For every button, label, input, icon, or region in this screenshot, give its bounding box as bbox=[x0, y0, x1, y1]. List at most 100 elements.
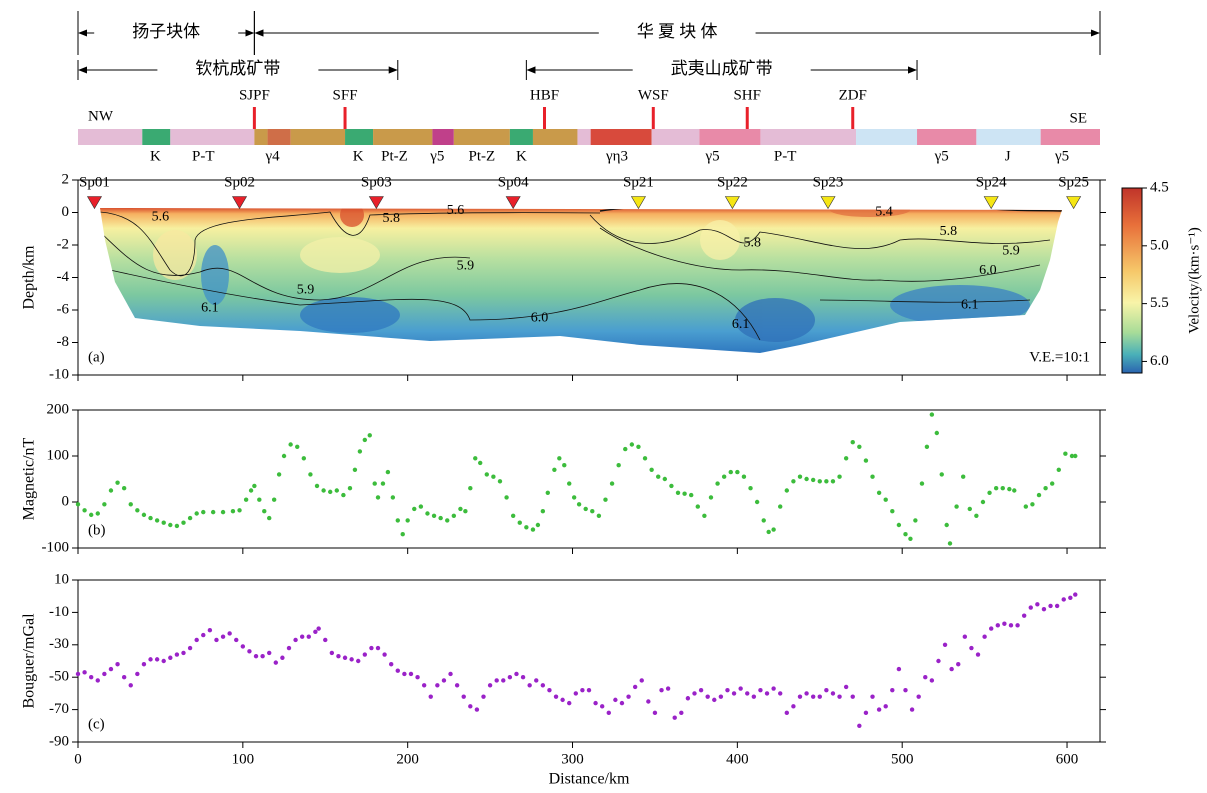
data-point bbox=[527, 683, 532, 688]
data-point bbox=[969, 645, 974, 651]
data-point bbox=[771, 527, 776, 532]
data-point bbox=[148, 657, 153, 662]
data-point bbox=[850, 440, 855, 445]
data-point bbox=[95, 678, 100, 683]
data-point bbox=[791, 704, 796, 709]
velocity-section bbox=[100, 208, 1062, 353]
data-point bbox=[1056, 467, 1061, 472]
data-point bbox=[181, 650, 186, 656]
data-point bbox=[573, 691, 579, 696]
y-axis-label: Magnetic/nT bbox=[21, 437, 38, 520]
shot-point-label: Sp21 bbox=[623, 174, 654, 190]
shot-point bbox=[232, 196, 248, 210]
data-point bbox=[934, 430, 940, 436]
data-point bbox=[562, 463, 567, 468]
data-point bbox=[576, 502, 582, 507]
unit-label: γ5 bbox=[934, 148, 949, 164]
y-tick-label: 0 bbox=[62, 204, 70, 220]
contour-label: 6.1 bbox=[201, 301, 219, 316]
data-point bbox=[745, 691, 750, 696]
data-point bbox=[662, 476, 668, 482]
data-point bbox=[375, 645, 381, 651]
shot-point bbox=[820, 196, 836, 210]
data-point bbox=[1054, 603, 1060, 609]
data-point bbox=[252, 483, 257, 489]
data-point bbox=[194, 637, 199, 643]
fault-label: SFF bbox=[333, 87, 358, 103]
unit-label: γ5 bbox=[429, 148, 444, 164]
data-point bbox=[487, 683, 493, 688]
data-point bbox=[863, 710, 869, 716]
data-point bbox=[679, 710, 684, 716]
geology-unit bbox=[917, 129, 977, 145]
data-point bbox=[507, 675, 513, 680]
data-point bbox=[148, 515, 153, 521]
data-point bbox=[1000, 486, 1005, 491]
geology-unit bbox=[345, 129, 374, 145]
data-point bbox=[636, 444, 641, 449]
geology-unit bbox=[373, 129, 433, 145]
unit-label: γη3 bbox=[605, 148, 628, 164]
data-point bbox=[702, 513, 707, 518]
data-point bbox=[240, 644, 246, 649]
data-point bbox=[987, 490, 992, 495]
data-point bbox=[557, 456, 562, 461]
data-point bbox=[461, 694, 466, 699]
data-point bbox=[675, 490, 681, 495]
data-point bbox=[824, 479, 829, 484]
contour-label: 5.9 bbox=[297, 283, 315, 298]
data-point bbox=[141, 512, 147, 518]
data-point bbox=[341, 492, 346, 498]
shot-point-label: Sp04 bbox=[498, 174, 529, 190]
data-point bbox=[942, 642, 948, 647]
data-point bbox=[705, 694, 710, 699]
data-point bbox=[95, 511, 100, 516]
data-point bbox=[308, 472, 313, 477]
data-point bbox=[535, 522, 541, 528]
data-point bbox=[481, 694, 486, 699]
unit-label: γ4 bbox=[264, 148, 280, 164]
y-tick-label: -10 bbox=[49, 604, 69, 620]
data-point bbox=[623, 446, 628, 452]
data-point bbox=[896, 666, 902, 672]
data-point bbox=[473, 456, 478, 461]
data-point bbox=[418, 504, 424, 509]
data-point bbox=[425, 511, 430, 516]
data-point bbox=[321, 488, 326, 493]
data-point bbox=[1061, 597, 1066, 602]
data-point bbox=[82, 508, 87, 513]
data-point bbox=[863, 458, 869, 463]
data-point bbox=[415, 675, 420, 680]
end-label: NW bbox=[88, 108, 114, 124]
data-point bbox=[405, 518, 410, 523]
unit-label: γ5 bbox=[1054, 148, 1069, 164]
data-point bbox=[108, 666, 114, 672]
fault-marker bbox=[542, 107, 546, 129]
data-point bbox=[665, 686, 671, 691]
data-point bbox=[560, 697, 565, 703]
fault-label: SJPF bbox=[239, 87, 270, 103]
geology-unit bbox=[651, 129, 700, 145]
data-point bbox=[168, 655, 173, 660]
x-axis-label: Distance/km bbox=[549, 771, 630, 788]
data-point bbox=[843, 456, 849, 461]
data-point bbox=[520, 675, 526, 680]
data-point bbox=[682, 491, 687, 496]
data-point bbox=[870, 694, 875, 699]
contour-label: 5.8 bbox=[382, 211, 400, 226]
data-point bbox=[712, 697, 717, 703]
geology-unit bbox=[509, 129, 533, 145]
data-point bbox=[766, 529, 771, 535]
data-point bbox=[286, 645, 292, 651]
data-point bbox=[1073, 592, 1078, 597]
data-point bbox=[632, 684, 638, 690]
data-point bbox=[1008, 623, 1014, 628]
data-point bbox=[375, 495, 381, 500]
data-point bbox=[357, 449, 363, 454]
contour-label: 6.0 bbox=[531, 310, 549, 325]
data-point bbox=[804, 691, 809, 696]
data-point bbox=[181, 520, 186, 525]
y-tick-label: 2 bbox=[62, 171, 70, 187]
panel-label: (c) bbox=[88, 716, 105, 732]
data-point bbox=[804, 476, 809, 482]
